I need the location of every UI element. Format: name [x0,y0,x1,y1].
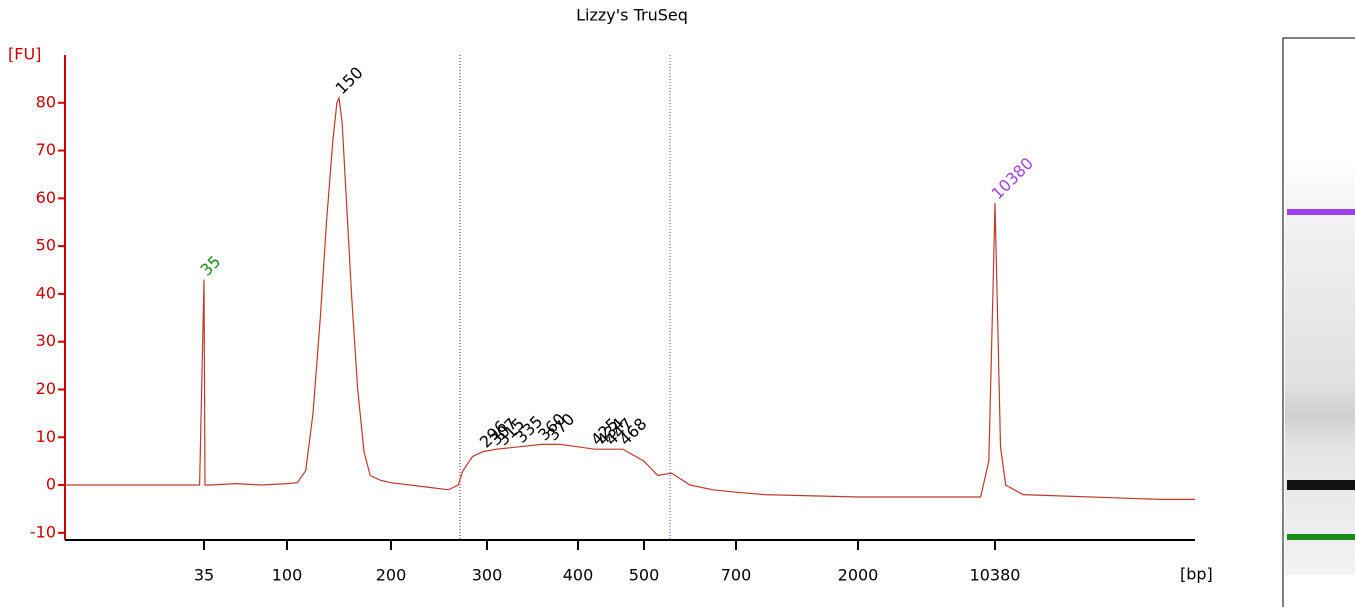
x-tick-label: 700 [721,566,752,585]
peak-label: 10380 [988,154,1037,203]
chart-title: Lizzy's TruSeq [576,6,688,25]
x-tick-label: 35 [194,566,214,585]
y-tick-label: 70 [36,140,56,159]
x-tick-label: 100 [272,566,303,585]
y-tick-label: 40 [36,283,56,302]
gel-lane [1282,37,1355,607]
y-tick-label: 10 [36,427,56,446]
y-tick-label: -10 [30,522,56,541]
gel-band [1287,480,1355,490]
peak-label: 150 [332,63,367,98]
x-tick-label: 10380 [970,566,1021,585]
x-tick-label: 500 [629,566,660,585]
x-tick-label: 2000 [838,566,879,585]
y-tick-label: 20 [36,379,56,398]
gel-band [1287,534,1355,540]
peak-label: 35 [197,252,225,280]
y-tick-label: 0 [46,475,56,494]
gel-band [1287,209,1355,215]
x-tick-label: 200 [376,566,407,585]
x-axis-label: [bp] [1180,565,1213,584]
x-tick-label: 300 [472,566,503,585]
x-tick-label: 400 [563,566,594,585]
y-axis-label: [FU] [8,45,41,64]
y-tick-label: 80 [36,92,56,111]
y-tick-label: 60 [36,188,56,207]
y-tick-label: 50 [36,236,56,255]
trace [65,95,1195,500]
gel-background [1285,155,1355,575]
y-tick-label: 30 [36,331,56,350]
